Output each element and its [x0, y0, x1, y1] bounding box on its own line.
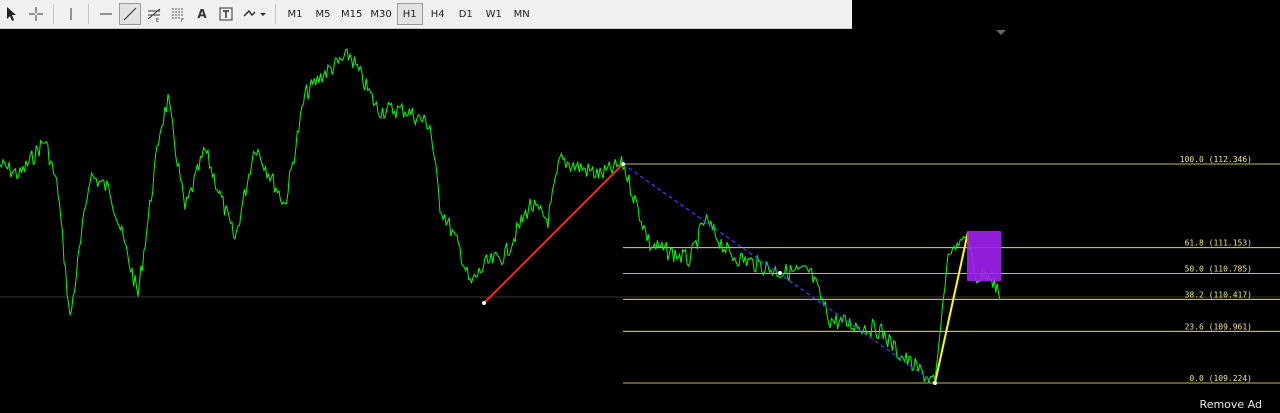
- text-label-icon[interactable]: [215, 3, 237, 25]
- timeframe-d1[interactable]: D1: [458, 8, 473, 20]
- anchor-point[interactable]: [482, 301, 486, 305]
- text-tool-icon[interactable]: A: [191, 3, 213, 25]
- trendline-icon[interactable]: [119, 3, 141, 25]
- fib-level-label: 23.6 (109.961): [1185, 322, 1252, 331]
- remove-ad-link[interactable]: Remove Ad: [1199, 398, 1262, 411]
- timeframe-m30[interactable]: M30: [370, 8, 392, 20]
- fib-level-label: 38.2 (110.417): [1185, 290, 1252, 299]
- crosshair-icon[interactable]: [25, 3, 47, 25]
- timeframe-mn[interactable]: MN: [513, 8, 530, 20]
- anchor-point[interactable]: [933, 381, 937, 385]
- toolbar-blank-area: [852, 0, 1280, 28]
- fibonacci-retracement-icon[interactable]: F: [167, 3, 189, 25]
- fib-level-label: 100.0 (112.346): [1180, 155, 1252, 164]
- horizontal-line-icon[interactable]: [95, 3, 117, 25]
- fib-level-label: 50.0 (110.785): [1185, 265, 1252, 274]
- text-tool-label: A: [197, 7, 207, 21]
- shapes-dropdown-icon[interactable]: [239, 3, 269, 25]
- chart-toolbar: E F A M1 M5 M15 M30 H1 H4 D1 W1 MN: [0, 0, 852, 29]
- fib-level-label: 61.8 (111.153): [1185, 239, 1252, 248]
- anchor-point[interactable]: [778, 271, 782, 275]
- chart-shift-marker-icon[interactable]: [996, 30, 1006, 35]
- trendline-red[interactable]: [483, 163, 624, 304]
- trendline-yellow[interactable]: [934, 231, 969, 384]
- timeframe-w1[interactable]: W1: [485, 8, 502, 20]
- fib-level-label: 0.0 (109.224): [1189, 374, 1252, 383]
- toolbar-separator: [53, 4, 54, 24]
- anchor-point[interactable]: [621, 162, 625, 166]
- timeframe-m5[interactable]: M5: [315, 8, 331, 20]
- toolbar-separator: [88, 4, 89, 24]
- zone-rectangle[interactable]: [967, 231, 1001, 281]
- cursor-arrow-icon[interactable]: [1, 3, 23, 25]
- price-chart[interactable]: 100.0 (112.346) 61.8 (111.153) 50.0 (110.7…: [0, 28, 1280, 413]
- timeframe-m15[interactable]: M15: [341, 8, 363, 20]
- fibonacci-retracement[interactable]: 100.0 (112.346) 61.8 (111.153) 50.0 (110.7…: [623, 155, 1280, 384]
- svg-text:E: E: [156, 18, 159, 22]
- vertical-line-icon[interactable]: [60, 3, 82, 25]
- price-series-line: [0, 48, 1001, 384]
- fibonacci-expansion-icon[interactable]: E: [143, 3, 165, 25]
- timeframe-h4[interactable]: H4: [430, 8, 445, 20]
- timeframe-h1[interactable]: H1: [396, 3, 423, 25]
- toolbar-separator: [275, 4, 276, 24]
- svg-text:F: F: [181, 18, 184, 22]
- timeframe-group: M1 M5 M15 M30 H1 H4 D1 W1 MN: [281, 3, 536, 25]
- timeframe-m1[interactable]: M1: [287, 8, 303, 20]
